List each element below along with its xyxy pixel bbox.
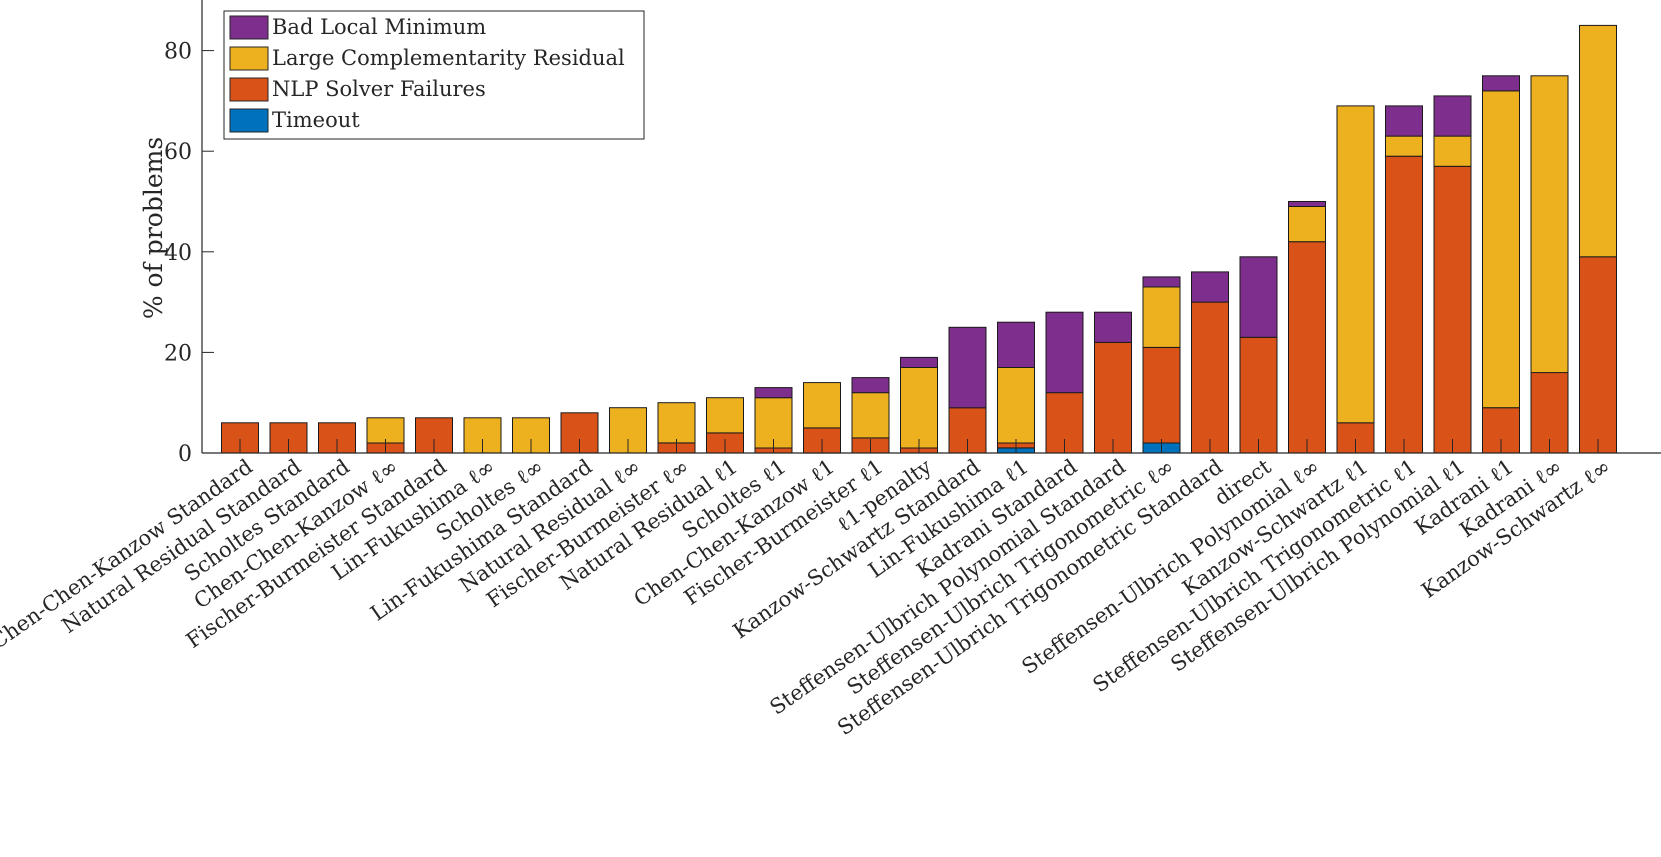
bar-segment-bad-local-minimum-15 xyxy=(948,326,987,409)
bars-layer xyxy=(221,24,1617,454)
bar-segment-nlp-solver-failures-19 xyxy=(1142,346,1181,444)
legend-label-bad-local-minimum: Bad Local Minimum xyxy=(272,15,486,39)
bar-segment-large-complementarity-residual-24 xyxy=(1385,135,1423,157)
y-tick-label: 0 xyxy=(178,442,192,467)
bar-segment-large-complementarity-residual-13 xyxy=(851,392,890,439)
legend-swatch-nlp-solver-failures xyxy=(229,77,269,102)
bar-segment-nlp-solver-failures-20 xyxy=(1191,301,1229,454)
bar-segment-bad-local-minimum-17 xyxy=(1045,311,1084,394)
bar-segment-large-complementarity-residual-14 xyxy=(900,367,938,449)
y-axis-title: % of problems xyxy=(139,137,168,319)
bar-segment-bad-local-minimum-20 xyxy=(1191,271,1229,303)
bar-segment-bad-local-minimum-19 xyxy=(1142,276,1181,288)
axes-layer xyxy=(201,0,1661,454)
bar-segment-bad-local-minimum-18 xyxy=(1094,311,1132,343)
bar-segment-nlp-solver-failures-18 xyxy=(1094,341,1132,454)
bar-segment-bad-local-minimum-21 xyxy=(1239,256,1278,338)
y-tick-label: 60 xyxy=(164,140,192,165)
y-tick-label: 20 xyxy=(164,341,192,366)
bar-segment-bad-local-minimum-22 xyxy=(1288,201,1326,207)
bar-segment-large-complementarity-residual-27 xyxy=(1530,75,1569,374)
bar-segment-large-complementarity-residual-12 xyxy=(803,382,841,429)
bar-segment-bad-local-minimum-11 xyxy=(754,387,793,399)
bar-segment-large-complementarity-residual-23 xyxy=(1336,105,1375,424)
bar-segment-large-complementarity-residual-9 xyxy=(657,402,696,444)
bar-segment-nlp-solver-failures-21 xyxy=(1239,336,1278,454)
legend-swatch-bad-local-minimum xyxy=(229,15,269,40)
bar-segment-bad-local-minimum-24 xyxy=(1385,105,1423,137)
bar-segment-large-complementarity-residual-16 xyxy=(997,367,1035,444)
legend-label-timeout: Timeout xyxy=(272,108,360,132)
bar-segment-large-complementarity-residual-19 xyxy=(1142,286,1181,348)
y-tick-label: 40 xyxy=(164,241,192,266)
y-ticks-layer: 0 20 40 60 80 xyxy=(164,40,214,467)
legend-swatch-timeout xyxy=(229,108,269,133)
bar-segment-nlp-solver-failures-24 xyxy=(1385,155,1423,454)
bar-segment-large-complementarity-residual-25 xyxy=(1433,135,1472,167)
bar-segment-bad-local-minimum-26 xyxy=(1482,75,1520,92)
bar-segment-nlp-solver-failures-25 xyxy=(1433,165,1472,454)
legend-label-large-complementarity-residual: Large Complementarity Residual xyxy=(272,46,625,70)
bar-segment-bad-local-minimum-13 xyxy=(851,377,890,394)
bar-segment-large-complementarity-residual-22 xyxy=(1288,206,1326,243)
bar-segment-bad-local-minimum-25 xyxy=(1433,95,1472,137)
bar-segment-large-complementarity-residual-26 xyxy=(1482,90,1520,409)
bar-segment-bad-local-minimum-16 xyxy=(997,321,1035,369)
legend-swatch-large-complementarity-residual xyxy=(229,46,269,71)
bar-segment-large-complementarity-residual-28 xyxy=(1579,24,1617,258)
bar-segment-nlp-solver-failures-28 xyxy=(1579,256,1617,454)
y-tick-label: 80 xyxy=(164,40,192,65)
legend-box xyxy=(223,10,645,140)
legend-label-nlp-solver-failures: NLP Solver Failures xyxy=(272,77,486,101)
bar-segment-large-complementarity-residual-10 xyxy=(706,397,744,434)
bar-segment-nlp-solver-failures-22 xyxy=(1288,241,1326,454)
legend: Bad Local Minimum Large Complementarity R… xyxy=(223,10,645,140)
bar-segment-bad-local-minimum-14 xyxy=(900,356,938,368)
